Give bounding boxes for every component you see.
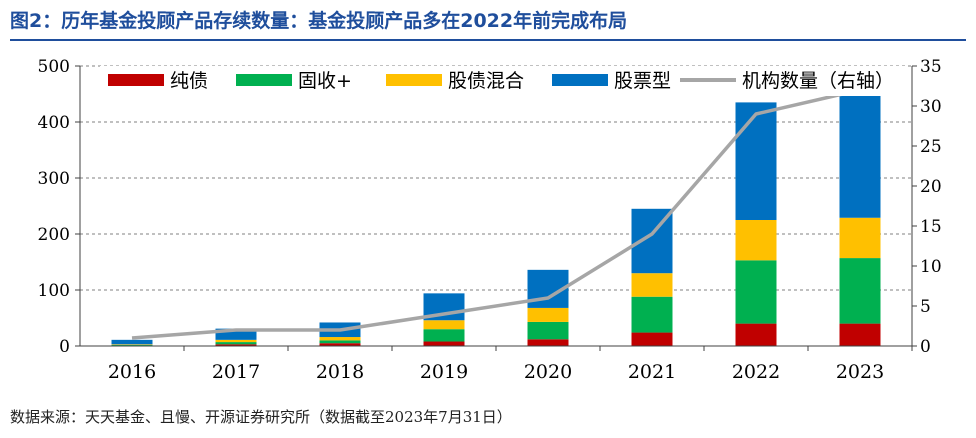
bar-纯债-2022 [735,323,777,346]
legend-label-股债混合: 股债混合 [448,70,524,92]
bar-固收+-2021 [631,296,673,333]
x-tick-label: 2016 [108,361,156,383]
axes: 0 100 200 300 400 500 0 5 10 15 20 25 30 35 2016 2017 20… [38,57,942,383]
bar-纯债-2021 [631,332,673,346]
right-tick-label: 5 [920,297,931,317]
right-tick-label: 15 [920,217,942,237]
right-tick-label: 0 [920,337,931,357]
stacked-bar-chart: 0 100 200 300 400 500 0 5 10 15 20 25 30 35 2016 2017 20… [38,57,942,383]
bar-股债混合-2017 [215,339,257,343]
bar-股债混合-2019 [423,320,465,330]
legend-background [100,66,908,96]
bar-固收+-2018 [319,340,361,344]
right-tick-label: 10 [920,257,942,277]
bar-固收+-2022 [735,260,777,324]
bar-固收+-2016 [111,344,153,346]
bar-股债混合-2023 [839,217,881,259]
bar-股债混合-2016 [111,344,153,345]
x-tick-label: 2019 [420,361,468,383]
bars [111,90,881,346]
bar-纯债-2017 [215,344,257,346]
left-tick-label: 0 [59,337,70,357]
gridlines [80,65,912,291]
x-tick-label: 2020 [524,361,572,383]
bar-股债混合-2018 [319,337,361,341]
legend-swatch-固收+ [236,74,292,86]
bar-固收+-2023 [839,258,881,324]
x-tick-label: 2023 [836,361,884,383]
source-note: 数据来源：天天基金、且慢、开源证券研究所（数据截至2023年7月31日） [10,408,512,426]
bar-纯债-2019 [423,341,465,346]
legend-swatch-股债混合 [386,74,442,86]
bar-纯债-2020 [527,339,569,346]
bar-股票型-2023 [839,90,881,218]
legend-label-纯债: 纯债 [170,70,208,92]
legend-label-股票型: 股票型 [614,70,671,92]
legend-label-line: 机构数量（右轴） [742,70,894,92]
x-tick-label: 2022 [732,361,780,383]
legend-swatch-股票型 [552,74,608,86]
left-tick-label: 200 [38,225,70,245]
left-tick-label: 100 [38,281,70,301]
right-tick-label: 30 [920,97,942,117]
left-tick-label: 300 [38,169,70,189]
title-underline [10,39,966,41]
figure-title: 图2：历年基金投顾产品存续数量：基金投顾产品多在2022年前完成布局 [10,10,628,32]
left-tick-label: 500 [38,57,70,77]
x-tick-label: 2018 [316,361,364,383]
bar-固收+-2019 [423,329,465,342]
right-tick-label: 35 [920,57,942,77]
bar-股债混合-2022 [735,220,777,261]
bar-股票型-2017 [215,328,257,340]
legend-label-固收+: 固收+ [298,70,352,92]
left-tick-label: 400 [38,113,70,133]
bar-股票型-2022 [735,102,777,220]
bar-纯债-2018 [319,343,361,346]
bar-股债混合-2021 [631,273,673,297]
legend-swatch-纯债 [108,74,164,86]
x-tick-label: 2017 [212,361,260,383]
right-tick-label: 20 [920,177,942,197]
bar-股债混合-2020 [527,307,569,322]
line-series-institutions [131,88,861,340]
bar-固收+-2017 [215,342,257,345]
bar-纯债-2023 [839,323,881,346]
bar-股票型-2016 [111,339,153,345]
x-tick-label: 2021 [628,361,676,383]
legend: 纯债 固收+ 股债混合 股票型 机构数量（右轴） [100,66,908,96]
right-tick-label: 25 [920,137,942,157]
bar-固收+-2020 [527,321,569,340]
